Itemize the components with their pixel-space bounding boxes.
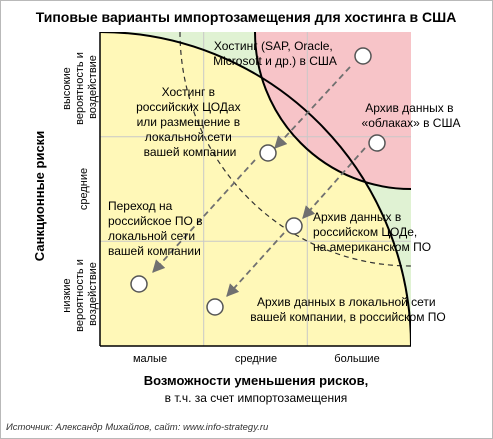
y-level-medium: средние [78,168,90,210]
migration-arrows [152,66,366,297]
y-level-low: низкие вероятность и воздействие [61,256,99,332]
high-risk-boundary [254,32,411,190]
dashed-risk-contour [179,32,411,267]
source-note: Источник: Александр Михайлов, сайт: www.… [6,422,269,433]
arrow-ru-dc-to-ru-software [152,159,256,273]
label-ru-dc-hosting: Хостинг в российских ЦОДах или размещени… [136,85,244,159]
label-local-archive: Архив данных в локальной сети вашей комп… [250,295,446,324]
diagram-title: Типовые варианты импортозамещения для хо… [36,9,457,25]
x-level-low: малые [133,353,167,365]
marker-cloud-archive [368,134,386,152]
y-axis-levels: низкие вероятность и воздействие средние… [61,49,99,332]
arrow-ru-dc-archive-to-local [226,232,285,297]
marker-ru-dc-hosting [259,144,277,162]
label-ru-software: Переход на российское ПО в локальной сет… [108,199,206,258]
label-cloud-archive: Архив данных в «облаках» в США [362,101,461,130]
label-ru-dc-archive: Архив данных в российском ЦОДе, на амери… [313,210,431,254]
item-labels: Хостинг (SAP, Oracle, Microsoft и др.) в… [108,39,460,324]
medium-risk-boundary [100,32,411,346]
y-axis-title: Санкционные риски [32,131,47,261]
marker-us-hosting [354,47,372,65]
label-us-hosting: Хостинг (SAP, Oracle, Microsoft и др.) в… [213,39,337,68]
item-markers [130,47,386,316]
x-axis-subtitle: в т.ч. за счет импортозамещения [165,391,348,405]
marker-local-archive [206,298,224,316]
x-level-medium: средние [235,353,277,365]
marker-ru-software [130,275,148,293]
marker-ru-dc-archive [285,217,303,235]
y-level-high: высокие вероятность и воздействие [61,49,99,125]
arrow-cloud-to-ru-dc-archive [302,147,366,219]
arrow-us-hosting-to-ru-dc [274,66,351,149]
x-axis-levels: малые средние большие [133,353,380,365]
x-level-high: большие [334,353,379,365]
medium-risk-zone [100,32,411,346]
x-axis-title: Возможности уменьшения рисков, [144,373,368,388]
